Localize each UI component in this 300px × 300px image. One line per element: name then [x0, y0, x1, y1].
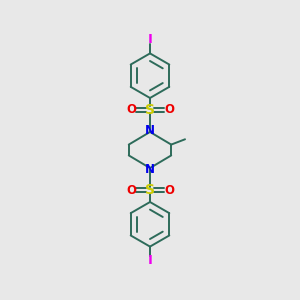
Text: I: I	[148, 254, 152, 267]
Text: O: O	[126, 184, 136, 197]
Text: N: N	[145, 163, 155, 176]
Text: O: O	[126, 103, 136, 116]
Text: S: S	[145, 103, 155, 117]
Text: I: I	[148, 33, 152, 46]
Text: O: O	[164, 184, 174, 197]
Text: S: S	[145, 183, 155, 197]
Text: N: N	[145, 124, 155, 137]
Text: O: O	[164, 103, 174, 116]
